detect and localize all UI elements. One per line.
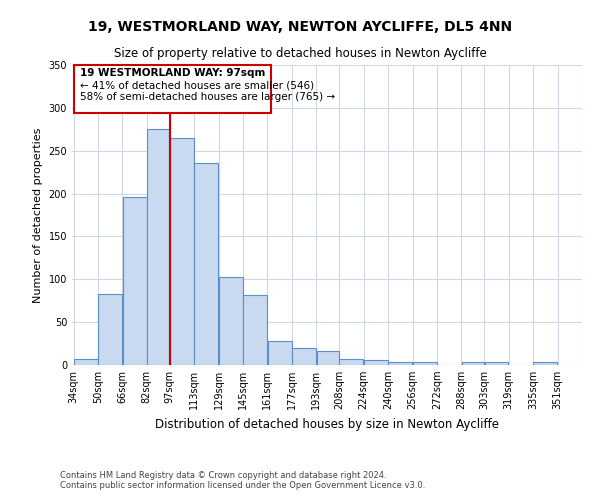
Text: Contains public sector information licensed under the Open Government Licence v3: Contains public sector information licen… <box>60 481 425 490</box>
Bar <box>340 359 364 365</box>
FancyBboxPatch shape <box>74 65 271 113</box>
Text: 58% of semi-detached houses are larger (765) →: 58% of semi-detached houses are larger (… <box>80 92 335 102</box>
Bar <box>461 362 484 365</box>
Y-axis label: Number of detached properties: Number of detached properties <box>33 128 43 302</box>
Bar <box>268 341 292 365</box>
Text: Size of property relative to detached houses in Newton Aycliffe: Size of property relative to detached ho… <box>113 48 487 60</box>
Text: ← 41% of detached houses are smaller (546): ← 41% of detached houses are smaller (54… <box>80 80 314 90</box>
Bar <box>413 362 437 365</box>
Bar <box>364 360 388 365</box>
Text: 19 WESTMORLAND WAY: 97sqm: 19 WESTMORLAND WAY: 97sqm <box>80 68 265 78</box>
Bar <box>317 352 339 365</box>
Bar <box>292 348 316 365</box>
Bar <box>388 362 412 365</box>
Bar <box>98 294 122 365</box>
Bar <box>485 362 508 365</box>
Bar <box>533 362 557 365</box>
Bar <box>219 276 243 365</box>
X-axis label: Distribution of detached houses by size in Newton Aycliffe: Distribution of detached houses by size … <box>155 418 499 430</box>
Bar <box>147 130 169 365</box>
Bar <box>243 294 267 365</box>
Text: Contains HM Land Registry data © Crown copyright and database right 2024.: Contains HM Land Registry data © Crown c… <box>60 471 386 480</box>
Bar <box>74 359 98 365</box>
Text: 19, WESTMORLAND WAY, NEWTON AYCLIFFE, DL5 4NN: 19, WESTMORLAND WAY, NEWTON AYCLIFFE, DL… <box>88 20 512 34</box>
Bar <box>170 138 194 365</box>
Bar <box>122 197 146 365</box>
Bar <box>194 162 218 365</box>
